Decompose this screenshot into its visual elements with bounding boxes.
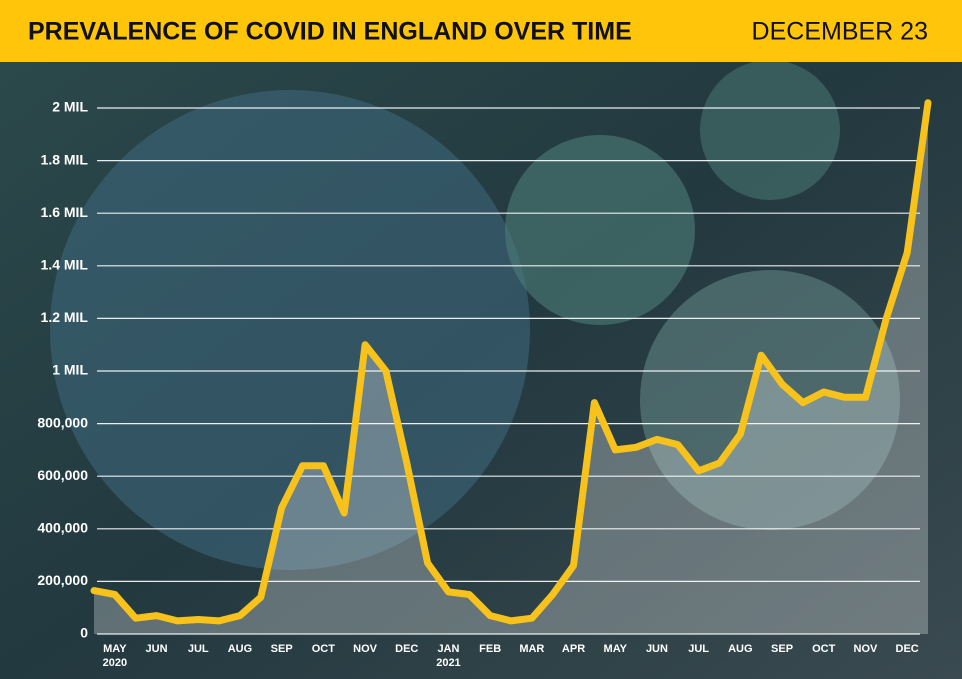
y-tick-label: 800,000 <box>37 414 88 430</box>
y-tick-label: 1.6 MIL <box>41 204 89 220</box>
x-tick-label: JUN <box>146 643 168 655</box>
x-tick-label: OCT <box>812 643 836 655</box>
y-tick-label: 1.8 MIL <box>41 151 89 167</box>
x-tick-label: NOV <box>353 643 378 655</box>
chart-title: PREVALENCE OF COVID IN ENGLAND OVER TIME <box>28 18 632 46</box>
y-tick-label: 200,000 <box>37 572 88 588</box>
x-tick-label: DEC <box>395 643 418 655</box>
y-tick-label: 0 <box>80 625 88 641</box>
x-tick-label: JUL <box>688 643 709 655</box>
x-tick-label: SEP <box>271 643 293 655</box>
x-tick-label: AUG <box>228 643 252 655</box>
x-tick-label: DEC <box>896 643 919 655</box>
x-tick-label: MAR <box>519 643 544 655</box>
virus-decoration <box>700 60 840 200</box>
x-tick-label: MAY <box>103 643 127 655</box>
x-tick-label: APR <box>562 643 585 655</box>
y-tick-label: 1.4 MIL <box>41 257 89 273</box>
y-tick-label: 600,000 <box>37 467 88 483</box>
x-tick-label: JAN <box>437 643 459 655</box>
x-tick-label: JUL <box>188 643 209 655</box>
x-tick-year: 2020 <box>103 657 127 669</box>
x-tick-label: JUN <box>646 643 668 655</box>
x-tick-label: NOV <box>854 643 879 655</box>
x-tick-label: AUG <box>728 643 752 655</box>
y-tick-label: 400,000 <box>37 520 88 536</box>
virus-decoration <box>50 90 530 570</box>
chart-subtitle: DECEMBER 23 <box>752 18 928 46</box>
y-tick-label: 1 MIL <box>52 362 88 378</box>
virus-decoration <box>505 135 695 325</box>
x-tick-label: MAY <box>604 643 628 655</box>
x-tick-label: SEP <box>771 643 793 655</box>
area-fill <box>94 102 928 634</box>
line <box>90 99 932 625</box>
header-band <box>0 0 962 62</box>
y-tick-label: 1.2 MIL <box>41 309 89 325</box>
y-tick-label: 2 MIL <box>52 99 88 115</box>
x-tick-label: OCT <box>312 643 336 655</box>
x-tick-year: 2021 <box>436 657 460 669</box>
x-tick-label: FEB <box>479 643 501 655</box>
